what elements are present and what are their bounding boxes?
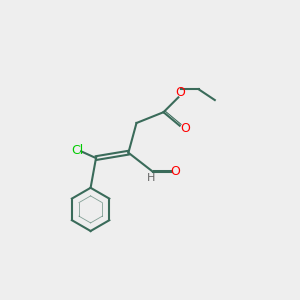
Text: H: H bbox=[147, 173, 155, 183]
Text: O: O bbox=[171, 165, 181, 178]
Text: Cl: Cl bbox=[71, 143, 83, 157]
Text: O: O bbox=[181, 122, 190, 135]
Text: O: O bbox=[175, 86, 184, 99]
